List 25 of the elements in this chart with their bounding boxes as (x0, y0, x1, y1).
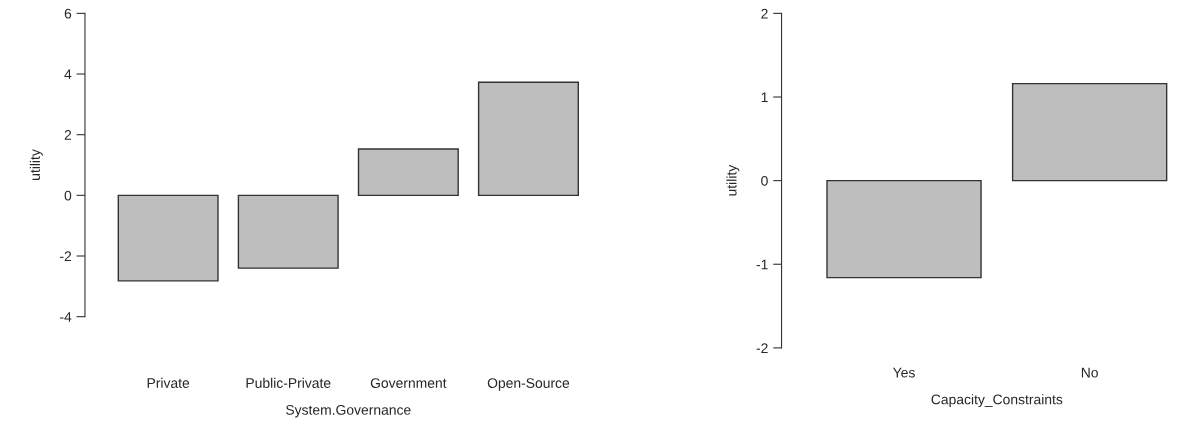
x-tick-label: No (1081, 367, 1098, 378)
y-tick-label: 1 (761, 92, 768, 103)
y-axis-title: utility (726, 164, 740, 196)
y-tick-label: 0 (64, 190, 72, 201)
y-tick-label: -1 (756, 259, 768, 270)
y-tick-label: 4 (64, 69, 72, 80)
bar (117, 194, 219, 282)
x-tick-label: Yes (893, 367, 915, 378)
y-tick-label: -2 (60, 251, 72, 262)
x-axis-title: System.Governance (286, 404, 411, 418)
bar (477, 81, 579, 197)
y-axis-title: utility (29, 149, 43, 180)
y-tick-label: -4 (60, 312, 72, 322)
y-tick-label: 6 (64, 8, 72, 19)
x-axis-title: Capacity_Constraints (931, 394, 1063, 408)
y-tick-label: -2 (756, 343, 768, 353)
y-tick-label: 2 (761, 8, 768, 19)
x-tick-label: Private (147, 377, 190, 388)
bar (357, 148, 459, 197)
x-tick-label: Open-Source (487, 378, 570, 391)
x-tick-label: Public-Private (246, 377, 331, 388)
x-tick-label: Government (370, 378, 447, 388)
y-tick-label: 0 (761, 175, 768, 186)
bar (237, 194, 339, 269)
y-tick-label: 2 (64, 130, 72, 140)
